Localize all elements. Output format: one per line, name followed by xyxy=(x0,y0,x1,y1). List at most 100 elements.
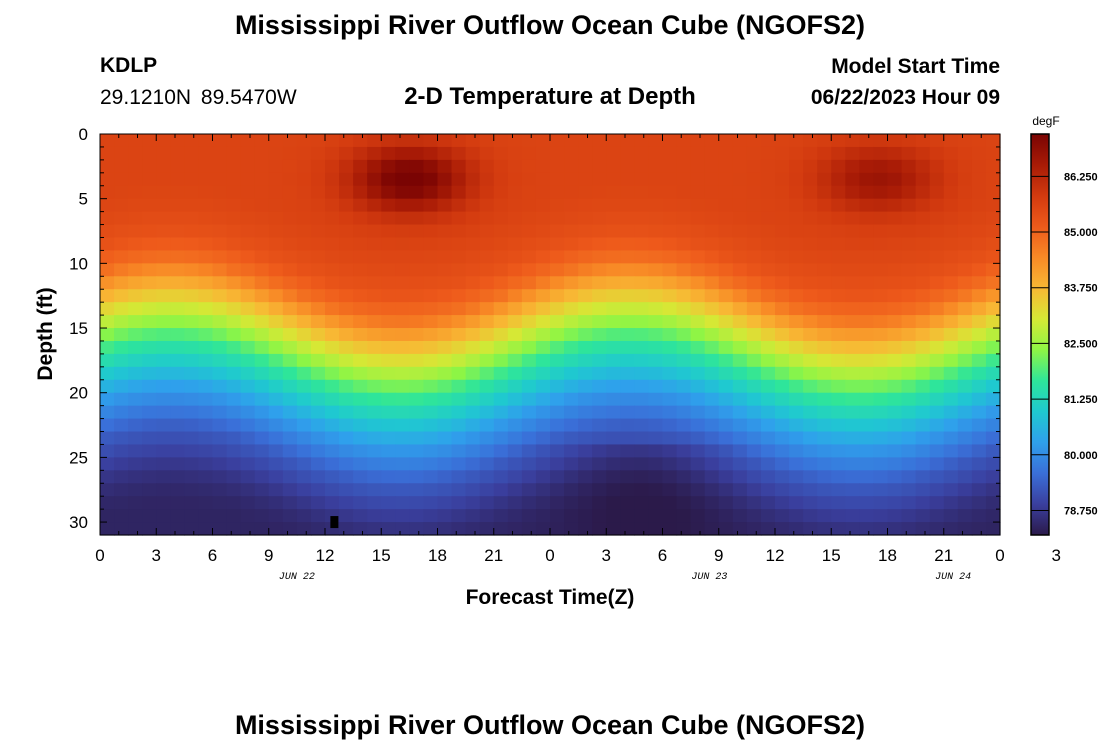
heatmap-cell xyxy=(915,353,931,368)
heatmap-cell xyxy=(493,172,509,187)
heatmap-cell xyxy=(381,185,396,200)
heatmap-cell xyxy=(760,185,776,200)
heatmap-cell xyxy=(296,146,312,161)
heatmap-cell xyxy=(268,340,284,355)
heatmap-cell xyxy=(817,211,832,226)
heatmap-cell xyxy=(493,522,509,536)
heatmap-cell xyxy=(564,211,579,226)
heatmap-cell xyxy=(760,250,776,264)
heatmap-cell xyxy=(775,496,790,510)
heatmap-cell xyxy=(845,237,860,252)
heatmap-cell xyxy=(690,431,706,446)
heatmap-cell xyxy=(339,496,354,510)
heatmap-cell xyxy=(128,379,143,394)
heatmap-cell xyxy=(662,276,678,290)
heatmap-cell xyxy=(971,340,987,355)
heatmap-cell xyxy=(381,522,396,536)
heatmap-cell xyxy=(817,172,832,187)
heatmap-cell xyxy=(620,134,635,148)
heatmap-cell xyxy=(296,172,312,187)
heatmap-cell xyxy=(550,340,565,355)
heatmap-cell xyxy=(156,457,171,471)
heatmap-cell xyxy=(662,263,678,277)
heatmap-cell xyxy=(198,379,214,394)
heatmap-cell xyxy=(564,302,579,316)
heatmap-cell xyxy=(662,509,678,523)
heatmap-cell xyxy=(550,431,565,446)
heatmap-cell xyxy=(100,509,115,523)
heatmap-cell xyxy=(831,431,846,446)
heatmap-cell xyxy=(437,328,453,342)
heatmap-cell xyxy=(100,522,115,536)
heatmap-cell xyxy=(957,496,973,510)
heatmap-cell xyxy=(521,431,537,446)
heatmap-cell xyxy=(128,211,143,226)
heatmap-cell xyxy=(381,159,396,174)
heatmap-cell xyxy=(859,159,875,174)
heatmap-cell xyxy=(746,185,762,200)
heatmap-cell xyxy=(831,315,846,329)
heatmap-cell xyxy=(156,159,171,174)
heatmap-cell xyxy=(142,496,157,510)
heatmap-cell xyxy=(775,159,790,174)
heatmap-cell xyxy=(310,237,326,252)
heatmap-cell xyxy=(535,379,551,394)
heatmap-cell xyxy=(128,392,143,407)
heatmap-cell xyxy=(423,353,439,368)
heatmap-cell xyxy=(620,276,635,290)
heatmap-cell xyxy=(114,392,129,407)
heatmap-cell xyxy=(395,250,410,264)
heatmap-cell xyxy=(648,263,664,277)
heatmap-cell xyxy=(451,405,467,420)
heatmap-cell xyxy=(634,353,650,368)
heatmap-cell xyxy=(971,315,987,329)
heatmap-cell xyxy=(564,263,579,277)
heatmap-cell xyxy=(184,379,200,394)
heatmap-cell xyxy=(325,470,340,484)
heatmap-cell xyxy=(550,302,565,316)
heatmap-cell xyxy=(662,444,678,458)
y-tick-label: 0 xyxy=(79,125,88,144)
heatmap-cell xyxy=(282,134,298,148)
heatmap-cell xyxy=(198,483,214,497)
heatmap-cell xyxy=(367,315,382,329)
heatmap-cell xyxy=(915,405,931,420)
heatmap-cell xyxy=(296,276,312,290)
heatmap-cell xyxy=(859,289,875,303)
heatmap-cell xyxy=(198,340,214,355)
heatmap-cell xyxy=(479,496,495,510)
heatmap-cell xyxy=(212,353,228,368)
heatmap-cell xyxy=(240,444,256,458)
heatmap-cell xyxy=(789,134,804,148)
heatmap-cell xyxy=(381,302,396,316)
heatmap-cell xyxy=(957,289,973,303)
heatmap-cell xyxy=(789,172,804,187)
heatmap-cell xyxy=(676,211,692,226)
heatmap-cell xyxy=(339,405,354,420)
heatmap-cell xyxy=(521,509,537,523)
heatmap-cell xyxy=(142,250,157,264)
heatmap-cell xyxy=(859,353,875,368)
heatmap-cell xyxy=(268,483,284,497)
heatmap-cell xyxy=(310,185,326,200)
heatmap-cell xyxy=(493,134,509,148)
heatmap-cell xyxy=(310,496,326,510)
heatmap-cell xyxy=(606,289,621,303)
heatmap-cell xyxy=(479,340,495,355)
heatmap-cell xyxy=(592,483,607,497)
heatmap-cell xyxy=(128,302,143,316)
heatmap-cell xyxy=(929,522,945,536)
heatmap-cell xyxy=(676,289,692,303)
heatmap-cell xyxy=(184,522,200,536)
heatmap-cell xyxy=(325,250,340,264)
heatmap-cell xyxy=(535,198,551,213)
heatmap-cell xyxy=(971,263,987,277)
heatmap-cell xyxy=(690,379,706,394)
heatmap-cell xyxy=(240,250,256,264)
heatmap-cell xyxy=(395,315,410,329)
heatmap-cell xyxy=(845,509,860,523)
heatmap-cell xyxy=(606,250,621,264)
heatmap-cell xyxy=(521,496,537,510)
heatmap-cell xyxy=(746,224,762,239)
heatmap-cell xyxy=(620,250,635,264)
